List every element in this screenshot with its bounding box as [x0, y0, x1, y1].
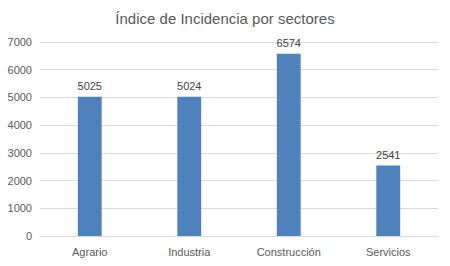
svg-text:4000: 4000: [8, 119, 32, 131]
svg-text:6574: 6574: [277, 37, 301, 49]
svg-text:5000: 5000: [8, 91, 32, 103]
svg-text:1000: 1000: [8, 202, 32, 214]
svg-text:2541: 2541: [376, 149, 400, 161]
svg-text:3000: 3000: [8, 147, 32, 159]
svg-text:2000: 2000: [8, 175, 32, 187]
svg-text:7000: 7000: [8, 36, 32, 48]
svg-text:Agrario: Agrario: [72, 246, 107, 258]
svg-text:6000: 6000: [8, 64, 32, 76]
svg-text:Construcción: Construcción: [257, 246, 321, 258]
svg-text:Industria: Industria: [168, 246, 211, 258]
svg-text:5024: 5024: [177, 80, 201, 92]
svg-text:0: 0: [26, 230, 32, 242]
svg-text:5025: 5025: [78, 80, 102, 92]
svg-text:Servicios: Servicios: [366, 246, 411, 258]
svg-text:Índice de Incidencia por secto: Índice de Incidencia por sectores: [115, 10, 334, 27]
